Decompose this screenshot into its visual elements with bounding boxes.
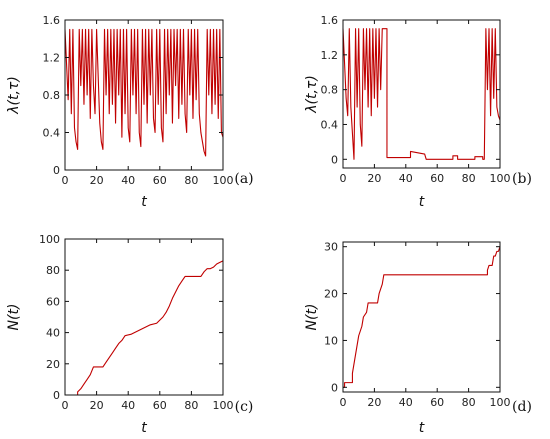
x-tick-label-c-1: 20: [90, 399, 104, 412]
x-tick-label-c-3: 60: [153, 399, 167, 412]
x-tick-label-b-3: 60: [430, 172, 444, 185]
x-axis-label-c: t: [141, 420, 147, 436]
x-tick-label-c-2: 40: [121, 399, 135, 412]
x-tick-label-a-3: 60: [153, 174, 167, 187]
y-tick-label-a-1: 0.4: [43, 127, 61, 140]
y-axis-label-b: λ(t,τ): [304, 75, 320, 114]
series-line-a-0: [64, 28, 224, 157]
y-tick-label-b-2: 0.8: [321, 84, 339, 97]
x-tick-label-b-5: 100: [490, 172, 511, 185]
y-tick-label-c-3: 60: [46, 295, 60, 308]
y-tick-label-a-4: 1.6: [43, 14, 61, 27]
x-tick-label-d-1: 20: [367, 396, 381, 409]
y-tick-label-b-0: 0: [331, 153, 338, 166]
x-tick-label-a-1: 20: [90, 174, 104, 187]
y-tick-label-d-1: 10: [324, 334, 338, 347]
chart-panel-c: 0 20 40 60 80 100 0 20 40 60 80 100 t N(t) (c): [6, 233, 253, 436]
y-tick-label-b-3: 1.2: [321, 49, 339, 62]
y-axis-label-c: N(t): [6, 304, 22, 331]
x-axis-label-a: t: [141, 194, 147, 210]
y-tick-label-d-0: 0: [331, 381, 338, 394]
x-tick-label-b-1: 20: [367, 172, 381, 185]
y-tick-label-a-3: 1.2: [43, 52, 61, 65]
panel-tag-c: (c): [235, 399, 254, 415]
y-tick-label-b-1: 0.4: [321, 118, 339, 131]
y-tick-label-c-0: 0: [53, 389, 60, 402]
x-tick-label-d-0: 0: [340, 396, 347, 409]
x-tick-label-d-3: 60: [430, 396, 444, 409]
x-tick-label-d-5: 100: [490, 396, 511, 409]
series-line-b-0: [342, 28, 501, 160]
chart-panel-a: 0 20 40 60 80 100 0 0.4 0.8 1.2 1.6 t λ(t,τ) (a): [6, 14, 254, 210]
panel-tag-b: (b): [512, 171, 532, 187]
x-tick-label-a-4: 80: [184, 174, 198, 187]
x-tick-label-d-4: 80: [462, 396, 476, 409]
y-tick-label-c-2: 40: [46, 327, 60, 340]
x-tick-label-a-2: 40: [121, 174, 135, 187]
chart-panel-b: 0 20 40 60 80 100 0 0.4 0.8 1.2 1.6 t λ(t,τ) (b): [304, 14, 532, 210]
y-tick-label-c-4: 80: [46, 264, 60, 277]
panel-tag-a: (a): [234, 171, 253, 187]
chart-panel-d: 0 20 40 60 80 100 0 10 20 30 t N(t) (d): [304, 241, 532, 436]
y-axis-label-d: N(t): [304, 304, 320, 331]
y-tick-label-d-2: 20: [324, 288, 338, 301]
x-tick-label-a-5: 100: [213, 174, 234, 187]
y-tick-label-a-0: 0: [53, 164, 60, 177]
x-tick-label-c-5: 100: [213, 399, 234, 412]
x-axis-label-d: t: [419, 420, 425, 436]
series-line-d-0: [343, 246, 501, 388]
x-axis-label-b: t: [419, 194, 425, 210]
plot-frame-b: [342, 19, 501, 169]
x-tick-label-c-0: 0: [62, 399, 69, 412]
y-tick-label-a-2: 0.8: [43, 89, 61, 102]
panel-tag-d: (d): [512, 399, 532, 415]
x-tick-label-b-2: 40: [399, 172, 413, 185]
y-tick-label-d-3: 30: [324, 241, 338, 254]
series-line-c-0: [65, 260, 224, 396]
y-tick-label-c-1: 20: [46, 358, 60, 371]
plot-frame-d: [342, 241, 501, 393]
x-tick-label-b-4: 80: [462, 172, 476, 185]
y-tick-label-b-4: 1.6: [321, 14, 339, 27]
x-tick-label-a-0: 0: [62, 174, 69, 187]
plot-frame-c: [64, 238, 224, 396]
x-tick-label-d-2: 40: [399, 396, 413, 409]
x-tick-label-b-0: 0: [340, 172, 347, 185]
y-tick-label-c-5: 100: [39, 233, 60, 246]
x-tick-label-c-4: 80: [184, 399, 198, 412]
y-axis-label-a: λ(t,τ): [6, 76, 22, 115]
